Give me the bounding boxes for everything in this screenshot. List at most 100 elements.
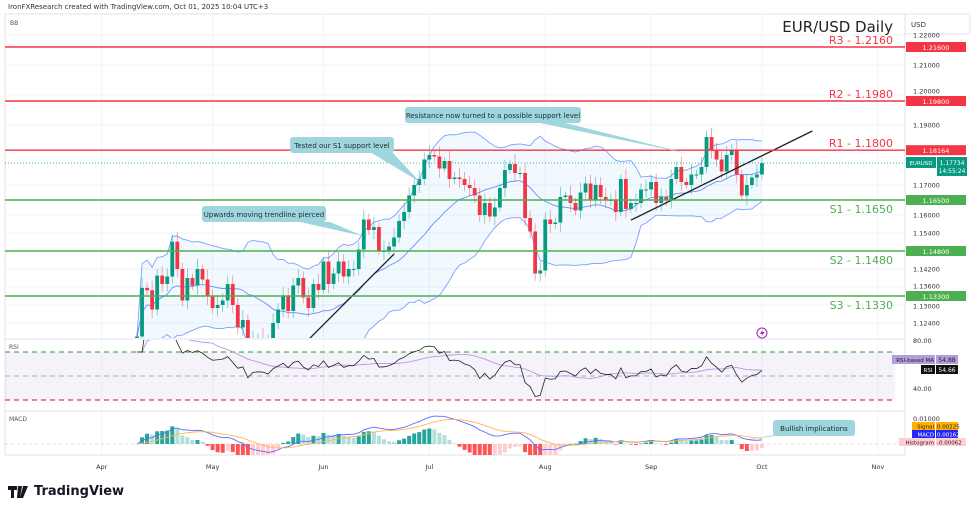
current-price-tag [937, 156, 967, 176]
x-tick-label: Apr [96, 463, 108, 471]
candle-body [573, 203, 578, 211]
macd-histogram-bar [513, 444, 517, 447]
macd-histogram-bar [381, 439, 386, 444]
eurusd-chart[interactable]: USD BB Apr May Jun Jul Aug Sep Oct Nov 1.22000 1.21… [0, 0, 975, 480]
candle-body [689, 174, 694, 185]
tradingview-logo[interactable]: TradingView [8, 484, 124, 499]
candle-body [215, 305, 220, 308]
candle-body [240, 320, 245, 328]
callout-box [290, 137, 394, 153]
rsi-value-tag [936, 365, 958, 374]
macd-histogram-bar [628, 444, 633, 445]
y-tick-label: 1.17000 [913, 182, 940, 190]
candle-body [442, 161, 447, 169]
candle-body [225, 284, 230, 301]
candle-body [447, 161, 452, 179]
candle [634, 192, 638, 213]
annotation-callout: Upwards moving trendline pierced [202, 206, 363, 236]
macd-histogram-bar [245, 444, 250, 455]
candle [397, 214, 401, 244]
candle [316, 273, 321, 300]
candle [301, 271, 306, 304]
candle [351, 260, 356, 277]
rsi-ma-tag-label: RSI-based MA [896, 358, 934, 364]
candle [467, 176, 472, 196]
candle [503, 159, 507, 198]
macd-histogram-bar [523, 444, 528, 453]
tradingview-logo-icon [8, 485, 28, 498]
macd-signal-tag [912, 422, 935, 430]
candle-body [205, 279, 210, 296]
level-price-tag-text: 1.14800 [923, 248, 950, 256]
current-price-value: 1.17734 [940, 160, 965, 167]
macd-signal-value: 0.00225 [937, 425, 960, 431]
candle-body [427, 155, 432, 160]
macd-histogram-bar [160, 431, 165, 444]
macd-histogram-bar [210, 444, 215, 451]
candle-body [603, 197, 608, 200]
candle-body [538, 270, 543, 274]
macd-histogram-bar [457, 444, 462, 447]
candle-body [523, 173, 527, 218]
macd-histogram-bar [407, 435, 412, 444]
candle [523, 163, 527, 227]
indicator-label-bb: BB [10, 20, 18, 27]
candle-body [371, 227, 376, 230]
candle-body [462, 179, 467, 185]
candle-body [709, 137, 714, 151]
macd-histogram-bar [689, 440, 694, 444]
candle-body [563, 195, 568, 197]
candle-body [533, 231, 538, 274]
macd-histogram-bar [185, 437, 190, 444]
candle [205, 269, 210, 306]
candle-body [276, 309, 281, 323]
candle-body [306, 297, 311, 308]
candle [341, 254, 346, 284]
callout-pointer [370, 152, 420, 182]
rsi-label: RSI [9, 344, 19, 351]
candle-body [487, 203, 492, 217]
annotation-callout: Bullish implications [745, 420, 855, 440]
macd-histogram-bar [754, 444, 759, 451]
level-price-tag [906, 246, 966, 256]
candle-body [145, 287, 149, 291]
candle-body [366, 219, 371, 230]
x-tick-label: Jun [317, 463, 328, 471]
candle [361, 210, 366, 259]
candle-body [467, 185, 472, 188]
candle-body [755, 174, 759, 178]
macd-histogram-bar [714, 436, 719, 444]
symbol-tag-text: EURUSD [909, 161, 932, 167]
macd-histogram-bar [462, 444, 467, 450]
candle-body [704, 137, 709, 167]
candle-body [634, 203, 638, 204]
macd-histogram-bar [502, 444, 507, 453]
x-tick-label: Jul [424, 463, 433, 471]
level-price-tag-text: 1.19800 [923, 98, 950, 106]
macd-histogram-bar [422, 429, 427, 444]
candle [724, 145, 729, 180]
chart-credit: IronFXResearch created with TradingView.… [8, 3, 269, 11]
candle-body [699, 167, 704, 175]
macd-histogram-bar [170, 426, 175, 444]
candle [422, 152, 427, 186]
macd-histogram-bar [366, 431, 371, 444]
macd-histogram-bar [709, 435, 714, 444]
candle [371, 216, 376, 240]
candle [442, 157, 447, 172]
candle-body [452, 177, 457, 179]
rsi-tag [921, 365, 935, 374]
candle [649, 174, 653, 197]
callout-box [202, 206, 326, 222]
callout-text: Upwards moving trendline pierced [204, 211, 324, 219]
candle-body [432, 155, 437, 157]
candle-body [341, 261, 346, 277]
macd-signal-tag-label: Signal [917, 425, 934, 431]
macd-histogram-bar [271, 444, 276, 454]
rsi-tick: 80.00 [913, 337, 932, 345]
y-tick-label: 1.16000 [913, 212, 940, 220]
callout-box [405, 107, 581, 123]
candle [306, 287, 311, 317]
candle [175, 232, 180, 278]
macd-histogram-bar [402, 438, 407, 444]
